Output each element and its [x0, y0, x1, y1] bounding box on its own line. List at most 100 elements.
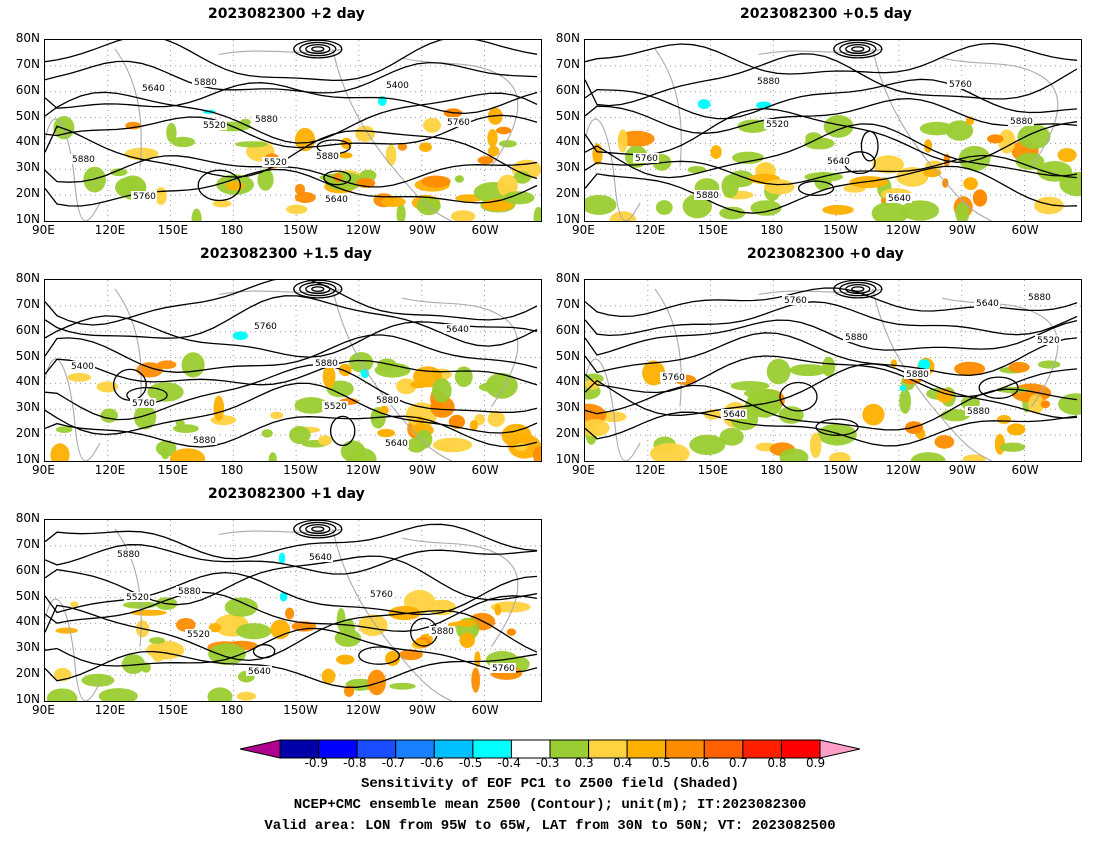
shading-blob [999, 442, 1026, 452]
contour-line [45, 91, 538, 144]
contour-label-bg [694, 190, 720, 200]
colorbar-tick-label: -0.5 [458, 756, 483, 770]
contour-label-bg [192, 77, 218, 87]
shading-blob [487, 410, 505, 427]
contour-label: 5400 [71, 362, 94, 372]
contour-label: 5520 [1037, 336, 1060, 346]
shading-blob [432, 437, 473, 453]
colorbar-tick-label: 0.8 [767, 756, 787, 770]
colorbar-tick-label: 0.3 [574, 756, 594, 770]
coastline-japan [654, 288, 682, 407]
shading-blob [899, 388, 911, 414]
z500-contours [45, 520, 538, 688]
shading-blob [432, 378, 452, 403]
contour-label-bg [383, 438, 409, 448]
x-tick-label: 90E [572, 463, 595, 477]
shading-core [410, 380, 428, 389]
shading-blob [750, 200, 782, 216]
x-tick-label: 60W [1011, 463, 1039, 477]
coastline-asia [45, 358, 101, 461]
colorbar-tick-label: -0.3 [536, 756, 560, 770]
contour-label: 5640 [325, 195, 348, 205]
y-tick-label: 70N [555, 56, 580, 71]
y-tick-label: 50N [15, 588, 40, 603]
shading-core [1040, 400, 1051, 409]
shading-blob [235, 141, 268, 148]
z500-contours [585, 40, 1078, 214]
x-tick-label: 60W [471, 463, 499, 477]
shading-blob [998, 129, 1016, 154]
colorbar-tick-label: 0.5 [651, 756, 671, 770]
shading-blob [642, 360, 666, 386]
shading-core [496, 126, 512, 135]
shading-blob [1028, 394, 1045, 414]
contour-line [585, 411, 1078, 447]
x-tick-label: 90W [408, 463, 436, 477]
contour-label-bg [633, 153, 659, 163]
contour-line [585, 123, 1078, 179]
shading-blob [872, 155, 904, 174]
contour-closed [293, 280, 343, 299]
coastline-japan [114, 288, 142, 407]
contour-closed [851, 286, 865, 292]
shading-blob [133, 404, 157, 430]
shading-blob [919, 121, 954, 136]
contour-label: 5880 [117, 550, 140, 560]
shading-negative [918, 359, 931, 370]
x-tick-label: 180 [220, 703, 244, 717]
shading-blob [533, 206, 541, 221]
y-tick-label: 70N [15, 56, 40, 71]
y-tick-label: 20N [555, 186, 580, 201]
shading-blob [55, 426, 73, 433]
map-plot: 5520 5520 5640 5640 5760 5880 5760 5880 5880 [44, 519, 542, 702]
contour-line [45, 295, 538, 347]
contour-label-bg [755, 76, 781, 86]
shading-blob [955, 202, 970, 221]
shading-blob [415, 429, 433, 449]
contour-label-bg [721, 409, 747, 419]
shading-blob [732, 151, 764, 164]
shading-blob [730, 381, 770, 391]
y-tick-label: 60N [555, 82, 580, 97]
x-tick-label: 120W [345, 463, 381, 477]
contour-line [45, 40, 538, 82]
colorbar-tick-label: 0.4 [613, 756, 633, 770]
contour-label: 5760 [133, 192, 156, 202]
contour-closed [860, 130, 879, 162]
y-tick-label: 50N [15, 348, 40, 363]
coastline-north-america-east [401, 537, 519, 648]
map-svg: 5520 5520 5640 5640 5760 5880 5760 5880 5880 [45, 520, 541, 701]
coastline-asia [585, 118, 641, 221]
contour-line [585, 301, 1078, 337]
coastline-north-america-east [941, 57, 1059, 168]
contour-label-bg [70, 154, 96, 164]
shading-core [904, 421, 924, 434]
shading-blob [471, 667, 481, 693]
contour-closed [305, 284, 331, 295]
contour-label-bg [185, 629, 211, 639]
shading-blob [289, 426, 311, 444]
shading-blob [1057, 148, 1077, 163]
contour-line [45, 364, 538, 421]
y-tick-label: 40N [15, 614, 40, 629]
x-tick-label: 180 [760, 463, 784, 477]
coastlines [585, 48, 1059, 221]
contour-labels: 5520 5640 5640 5400 5760 5880 5760 5880 5880 [69, 321, 470, 449]
y-tick-label: 20N [555, 426, 580, 441]
coastline-north-america-west [332, 528, 452, 701]
shading-blob [270, 411, 284, 420]
contour-label-bg [843, 332, 869, 342]
contour-label: 5760 [447, 118, 470, 128]
contour-label: 5880 [845, 333, 868, 343]
coastline-arctic [218, 528, 343, 536]
shading-blob [423, 117, 442, 133]
colorbar [240, 739, 860, 759]
contour-label: 5760 [132, 399, 155, 409]
shading-blob [396, 203, 406, 221]
shading-blob [336, 608, 346, 631]
contour-line [585, 154, 1078, 186]
shading-core [936, 388, 953, 403]
shading-blob [764, 179, 795, 195]
z500-contours [45, 280, 538, 448]
shading-blob [257, 168, 274, 191]
